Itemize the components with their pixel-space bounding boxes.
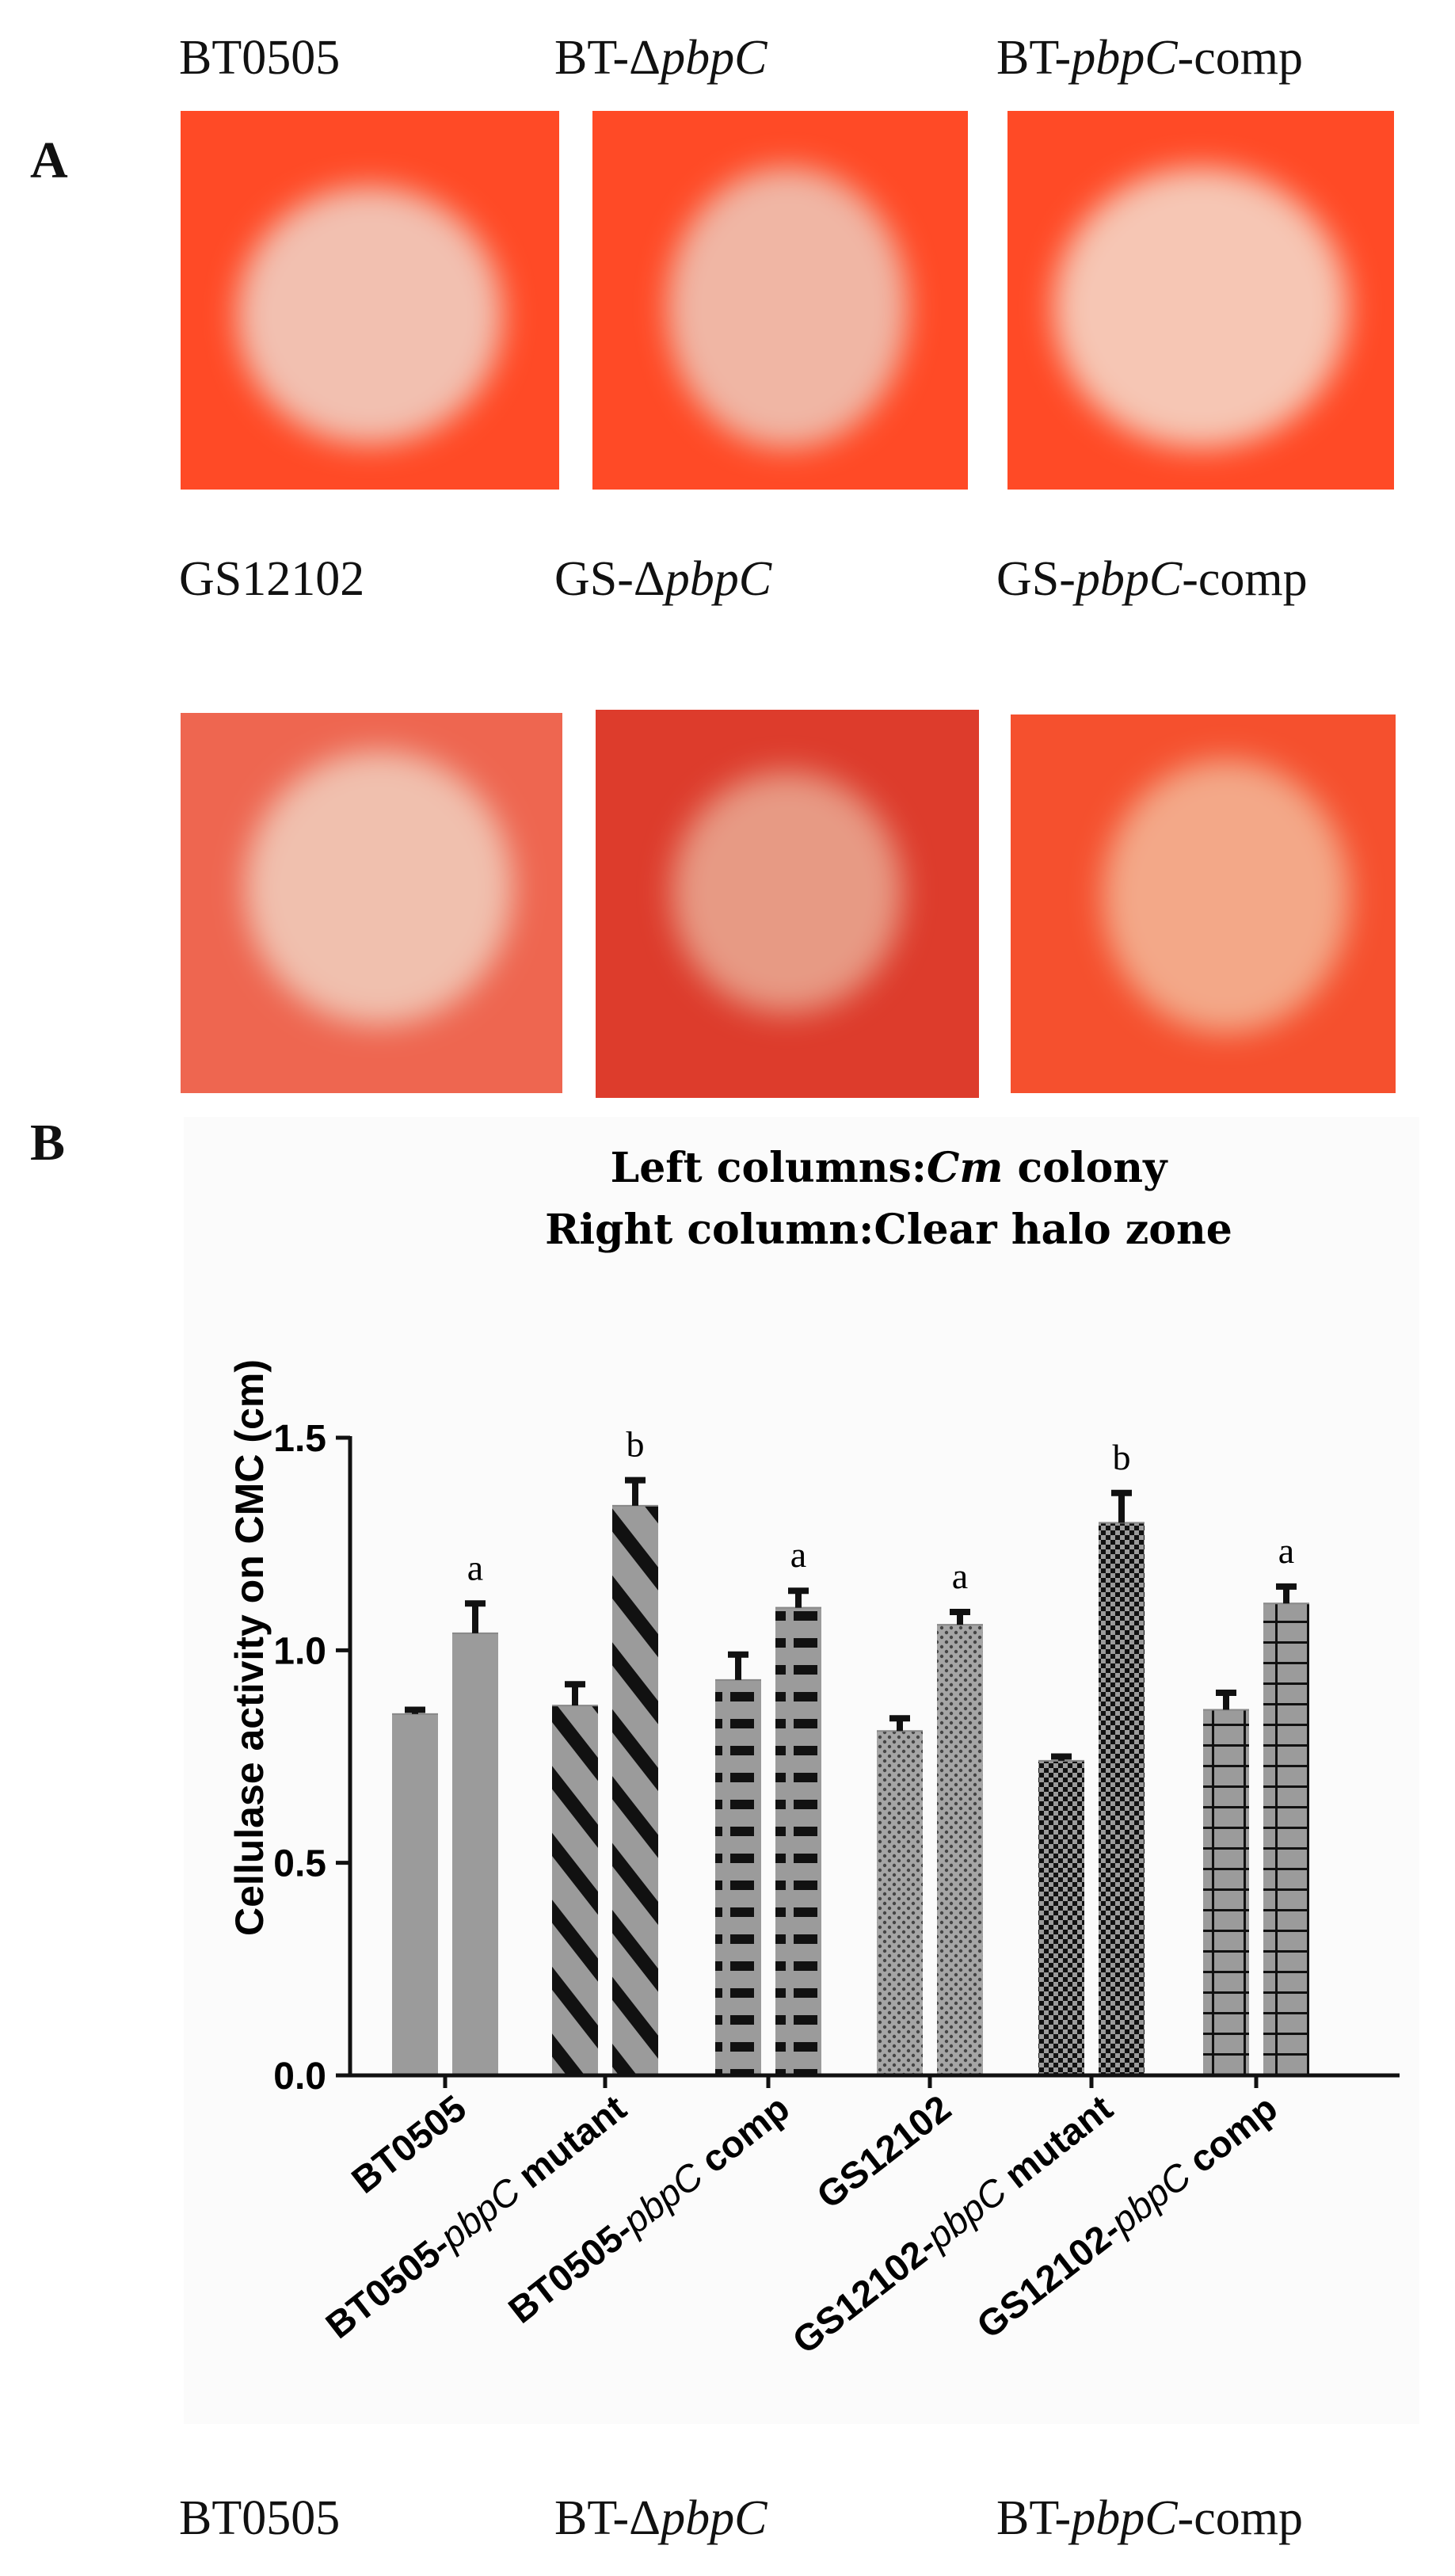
y-tick-label: 1.5 — [273, 1418, 326, 1460]
bar — [775, 1607, 821, 2075]
clear-halo-zone — [1103, 760, 1350, 1033]
plate-image-gs12102 — [181, 713, 562, 1093]
significance-letter: a — [790, 1534, 806, 1575]
panel-b-letter: B — [30, 1114, 66, 1172]
plate-image-gs-pbpc-comp — [1011, 714, 1396, 1093]
x-tick-label-part: GS12102- — [784, 2224, 943, 2362]
plate-label-bt-pbpc-comp: BT-pbpC-comp — [996, 31, 1303, 85]
bar — [1099, 1522, 1145, 2075]
x-tick-label-part: comp — [1172, 2086, 1285, 2187]
bar — [715, 1679, 761, 2075]
clear-halo-zone — [1053, 167, 1348, 448]
x-tick-label-part: GS12102 — [809, 2086, 958, 2216]
significance-letter: a — [952, 1556, 968, 1596]
plate-image-bt-delta-pbpc — [592, 111, 968, 490]
y-tick-label: 0.5 — [273, 1843, 326, 1885]
x-tick-label-part: mutant — [988, 2086, 1121, 2202]
bars: a b a a b a — [392, 1424, 1309, 2075]
bar — [1203, 1709, 1249, 2075]
panel-a-letter: A — [30, 131, 68, 189]
clear-halo-zone — [667, 167, 908, 448]
plate-image-bt0505 — [181, 111, 559, 490]
bar — [877, 1731, 923, 2075]
bar — [612, 1505, 658, 2075]
bar — [392, 1713, 438, 2075]
plate-image-bt-pbpc-comp — [1007, 111, 1394, 490]
x-tick-label-part: GS12102- — [969, 2209, 1128, 2347]
x-tick-label-part: BT0505- — [501, 2209, 641, 2331]
plate-label-gs-pbpc-comp: GS-pbpC-comp — [996, 552, 1308, 606]
x-tick-label-part: mutant — [502, 2086, 634, 2202]
bar — [552, 1705, 598, 2075]
y-axis: 0.0 0.5 1.0 1.5 — [273, 1418, 352, 2098]
bar — [452, 1633, 498, 2075]
x-tick-label-part: BT0505- — [318, 2224, 458, 2346]
chart-title-line-1: Left columns:Cm colony — [611, 1144, 1168, 1192]
clear-halo-zone — [672, 772, 903, 1013]
y-tick-label: 0.0 — [273, 2056, 326, 2098]
significance-letter: a — [1278, 1530, 1294, 1571]
clear-halo-zone — [237, 186, 503, 444]
bar-chart: Left columns:Cm colony Right column:Clea… — [227, 1144, 1400, 2362]
plate-label-bt-delta-pbpc: BT-ΔpbpC — [554, 31, 767, 85]
plate-label-bt0505: BT0505 — [179, 31, 341, 85]
x-tick-label: BT0505 — [344, 2086, 474, 2201]
bottom-label-bt-pbpc-comp: BT-pbpC-comp — [996, 2491, 1303, 2545]
bar-chart-area: Left columns:Cm colony Right column:Clea… — [184, 1117, 1419, 2424]
y-axis-label: Cellulase activity on CMC (cm) — [227, 1359, 272, 1936]
x-tick-label: GS12102-pbpC comp — [969, 2086, 1285, 2346]
plate-label-gs-delta-pbpc: GS-ΔpbpC — [554, 552, 772, 606]
significance-letter: b — [1113, 1437, 1131, 1477]
x-tick-label-part: comp — [684, 2086, 797, 2187]
y-tick-label: 1.0 — [273, 1630, 326, 1672]
significance-letter: b — [627, 1424, 645, 1465]
x-tick-label: GS12102 — [809, 2086, 958, 2216]
x-tick-label: BT0505-pbpC comp — [501, 2086, 797, 2331]
bar — [937, 1625, 983, 2075]
x-tick-label-part: BT0505 — [344, 2086, 474, 2201]
bottom-label-bt-delta-pbpc: BT-ΔpbpC — [554, 2491, 767, 2545]
chart-title-line-2: Right column:Clear halo zone — [545, 1206, 1232, 1254]
bar — [1038, 1760, 1084, 2075]
clear-halo-zone — [245, 751, 513, 1025]
plate-image-gs-delta-pbpc — [596, 710, 979, 1098]
bar — [1263, 1603, 1309, 2075]
plate-label-gs12102: GS12102 — [179, 552, 365, 606]
x-tick-label: BT0505-pbpC mutant — [318, 2086, 634, 2346]
significance-letter: a — [467, 1547, 483, 1587]
x-tick-label: GS12102-pbpC mutant — [784, 2086, 1120, 2362]
bottom-label-bt0505: BT0505 — [179, 2491, 341, 2545]
